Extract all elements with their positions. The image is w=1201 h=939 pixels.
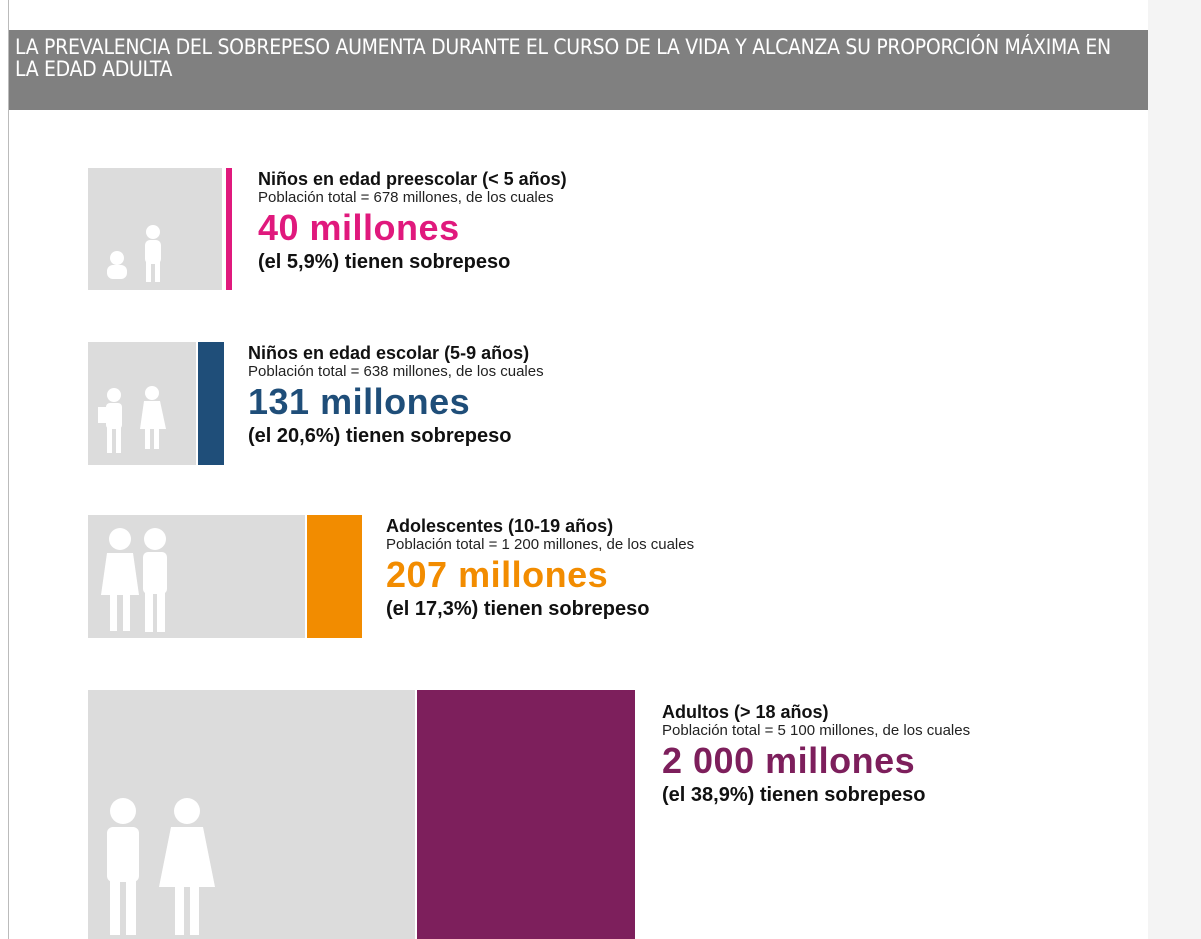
count: 40 millones <box>258 207 460 248</box>
group: Niños en edad preescolar (< 5 años) Pobl… <box>258 169 567 275</box>
frame <box>8 0 1190 939</box>
group-label: Adolescentes (10-19 años) <box>386 516 614 536</box>
overweight-bar <box>226 168 232 290</box>
group: Adultos (> 18 años) Población total = 5 … <box>662 702 970 808</box>
count: 207 millones <box>386 554 609 595</box>
group-label: Niños en edad preescolar (< 5 años) <box>258 169 567 189</box>
share: (el 20,6%) tienen sobrepeso <box>248 425 512 447</box>
share: (el 17,3%) tienen sobrepeso <box>386 598 650 620</box>
count: 2 000 millones <box>662 740 916 781</box>
title: LA PREVALENCIA DEL SOBREPESO AUMENTA DUR… <box>15 35 1111 81</box>
group-label: Adultos (> 18 años) <box>662 702 829 722</box>
share: (el 5,9%) tienen sobrepeso <box>258 251 511 273</box>
group: Adolescentes (10-19 años) Población tota… <box>386 516 694 622</box>
header: LA PREVALENCIA DEL SOBREPESO AUMENTA DUR… <box>9 30 1148 110</box>
side-panel <box>1148 0 1201 939</box>
population: Población total = 678 millones, de los c… <box>258 189 554 206</box>
group-label: Niños en edad escolar (5-9 años) <box>248 343 530 363</box>
icon <box>107 225 161 282</box>
overweight-bar <box>307 515 362 638</box>
count: 131 millones <box>248 381 471 422</box>
overweight-bar <box>198 342 224 465</box>
population: Población total = 1 200 millones, de los… <box>386 536 695 553</box>
share: (el 38,9%) tienen sobrepeso <box>662 784 926 806</box>
icon <box>107 798 215 935</box>
population-box <box>88 690 415 939</box>
group: Niños en edad escolar (5-9 años) Poblaci… <box>248 343 544 449</box>
population: Población total = 638 millones, de los c… <box>248 363 544 380</box>
population: Población total = 5 100 millones, de los… <box>662 722 971 739</box>
population-box <box>88 342 196 465</box>
overweight-bar <box>417 690 635 939</box>
icon <box>98 386 166 453</box>
icon <box>101 528 167 632</box>
